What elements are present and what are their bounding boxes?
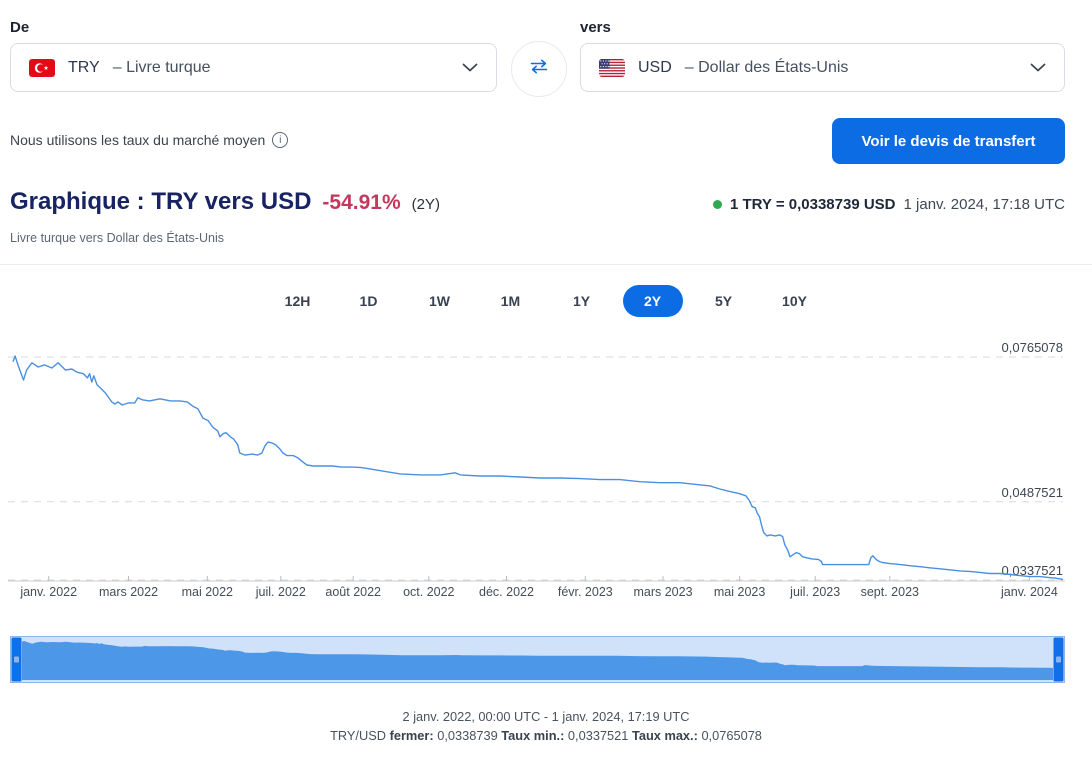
info-icon[interactable]: i — [272, 132, 289, 148]
divider — [0, 264, 1092, 265]
us-flag-icon — [599, 58, 625, 77]
percent-change: -54.91% — [322, 191, 401, 214]
x-axis-label: oct. 2022 — [403, 585, 454, 599]
transfer-quote-button[interactable]: Voir le devis de transfert — [832, 118, 1065, 164]
x-axis-label: févr. 2023 — [558, 585, 613, 599]
tab-1w[interactable]: 1W — [429, 293, 450, 309]
change-period: (2Y) — [411, 196, 440, 213]
x-axis-label: mai 2022 — [182, 585, 233, 599]
to-currency-select[interactable]: USD – Dollar des États-Unis — [580, 43, 1065, 92]
midmarket-text: Nous utilisons les taux du marché moyen — [10, 132, 266, 148]
swap-icon — [528, 59, 550, 79]
x-axis-label: juil. 2022 — [255, 585, 306, 599]
midmarket-note: Nous utilisons les taux du marché moyen … — [10, 132, 289, 148]
tab-2y[interactable]: 2Y — [622, 285, 683, 317]
y-axis-label: 0,0487521 — [1002, 485, 1063, 500]
x-axis-label: mars 2022 — [99, 585, 158, 599]
to-currency-code: USD — [638, 58, 672, 76]
from-label: De — [10, 19, 30, 36]
brush-chart[interactable] — [10, 636, 1065, 683]
brush-area-series — [22, 640, 1053, 680]
live-indicator-icon — [712, 200, 722, 209]
from-currency-code: TRY — [68, 58, 100, 76]
to-label: vers — [580, 19, 611, 36]
tab-12h[interactable]: 12H — [284, 293, 311, 309]
close-label: fermer: — [389, 728, 434, 743]
from-currency-select[interactable]: TRY – Livre turque — [10, 43, 497, 92]
live-rate: 1 TRY = 0,0338739 USD 1 janv. 2024, 17:1… — [712, 196, 1065, 213]
chevron-down-icon — [1030, 63, 1046, 72]
rate-value: 1 TRY = 0,0338739 USD — [729, 196, 896, 213]
rate-timestamp: 1 janv. 2024, 17:18 UTC — [903, 196, 1065, 213]
chart-heading: Graphique : TRY vers USD -54.91% (2Y) — [10, 188, 440, 216]
ohlc-summary: TRY/USD fermer: 0,0338739 Taux min.: 0,0… — [0, 728, 1092, 743]
tab-10y[interactable]: 10Y — [782, 293, 807, 309]
min-value: 0,0337521 — [567, 728, 629, 743]
swap-currencies-button[interactable] — [511, 41, 567, 97]
brush-handle-grip-icon — [1056, 656, 1061, 663]
tab-5y[interactable]: 5Y — [714, 293, 733, 309]
tab-1m[interactable]: 1M — [500, 293, 521, 309]
y-axis-label: 0,0765078 — [1002, 340, 1063, 355]
date-range-text: 2 janv. 2022, 00:00 UTC - 1 janv. 2024, … — [402, 709, 690, 724]
time-range-tabs: 12H 1D 1W 1M 1Y 2Y 5Y 10Y — [0, 285, 1092, 317]
pair-label: TRY/USD — [330, 728, 386, 743]
from-currency-name: – Livre turque — [112, 58, 211, 76]
tab-1d[interactable]: 1D — [359, 293, 378, 309]
x-axis-label: déc. 2022 — [479, 585, 534, 599]
close-value: 0,0338739 — [437, 728, 498, 743]
x-axis-label: janv. 2024 — [1000, 585, 1058, 599]
min-label: Taux min.: — [501, 728, 565, 743]
x-axis-label: janv. 2022 — [19, 585, 77, 599]
x-axis-label: mai 2023 — [714, 585, 765, 599]
turkey-flag-icon — [29, 58, 55, 77]
chart-subtitle: Livre turque vers Dollar des États-Unis — [10, 231, 224, 245]
rate-line-series — [12, 355, 1064, 581]
x-axis-label: août 2022 — [325, 585, 381, 599]
page-title: Graphique : TRY vers USD — [10, 188, 312, 215]
max-value: 0,0765078 — [701, 728, 762, 743]
main-chart[interactable]: 0,0765078 0,0487521 0,0337521 janv. 2022 mar… — [0, 330, 1092, 615]
to-currency-name: – Dollar des États-Unis — [684, 58, 849, 76]
tab-1y[interactable]: 1Y — [572, 293, 591, 309]
x-axis-label: mars 2023 — [633, 585, 692, 599]
chevron-down-icon — [462, 63, 478, 72]
max-label: Taux max.: — [631, 728, 698, 743]
x-axis-label: juil. 2023 — [789, 585, 840, 599]
y-axis-label: 0,0337521 — [1002, 563, 1063, 578]
x-axis-label: sept. 2023 — [861, 585, 919, 599]
brush-handle-grip-icon — [14, 656, 19, 663]
